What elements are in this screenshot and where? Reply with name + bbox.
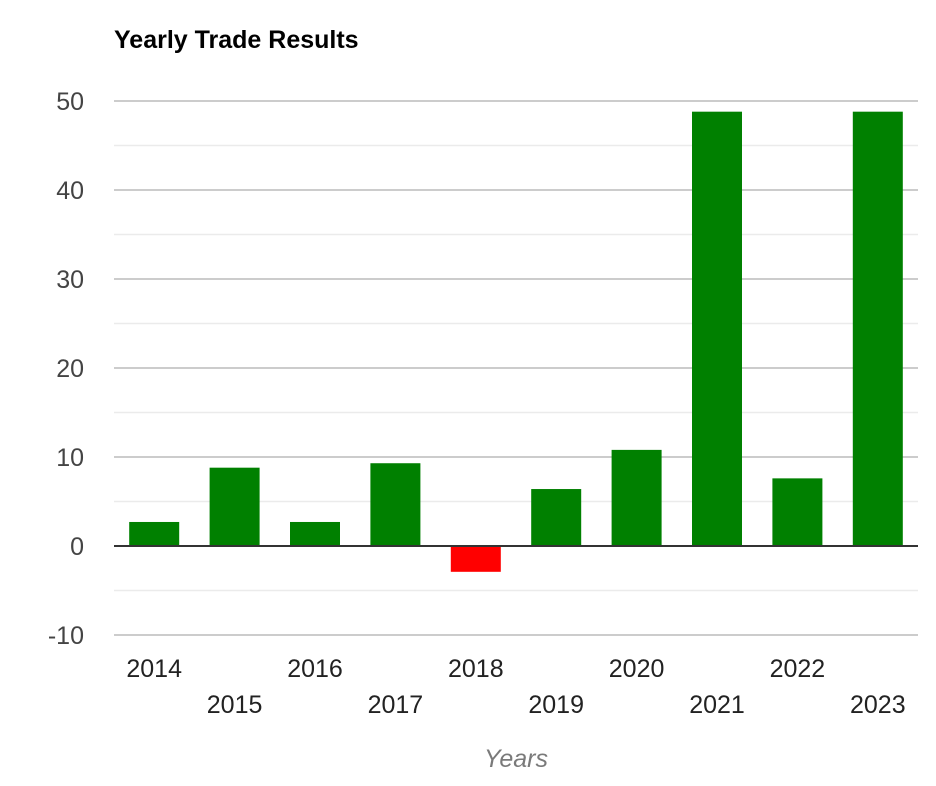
x-tick-label: 2019: [528, 691, 584, 719]
bar-2017: [370, 463, 421, 546]
bar-2023: [852, 111, 903, 547]
x-axis-title: Years: [484, 745, 548, 773]
y-tick-label: 0: [70, 533, 84, 561]
bar-2019: [531, 489, 582, 546]
y-tick-label: 20: [56, 355, 84, 383]
x-tick-label: 2016: [287, 655, 343, 683]
x-tick-label: 2017: [368, 691, 424, 719]
chart-title: Yearly Trade Results: [114, 26, 359, 54]
x-tick-label: 2020: [609, 655, 665, 683]
x-tick-label: 2023: [850, 691, 906, 719]
bar-2014: [129, 521, 180, 546]
y-tick-label: 50: [56, 88, 84, 116]
x-tick-label: 2015: [207, 691, 263, 719]
x-tick-label: 2021: [689, 691, 745, 719]
bar-2018: [450, 546, 501, 572]
x-tick-label: 2022: [770, 655, 826, 683]
bar-2021: [692, 111, 742, 547]
bar-2020: [611, 449, 662, 546]
x-tick-label: 2014: [126, 655, 182, 683]
x-tick-label: 2018: [448, 655, 504, 683]
y-tick-label: 10: [56, 444, 84, 472]
y-tick-label: -10: [48, 622, 84, 650]
y-tick-label: 40: [56, 177, 84, 205]
bar-2015: [209, 467, 260, 546]
bar-2016: [290, 521, 340, 546]
bar-2022: [772, 478, 823, 546]
y-tick-label: 30: [56, 266, 84, 294]
